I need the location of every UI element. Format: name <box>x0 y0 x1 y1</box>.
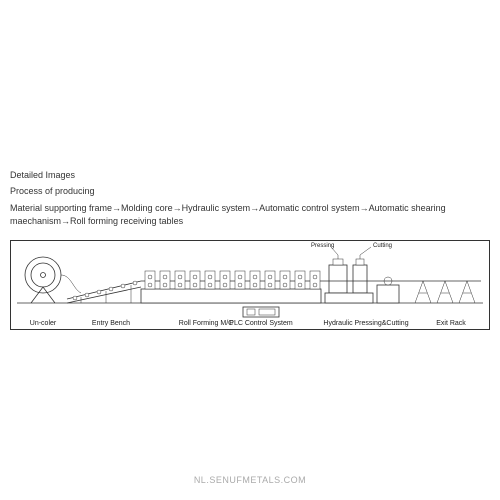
process-diagram-svg: Pressing Cutting Un-coler Entry Bench Ro… <box>11 241 489 329</box>
roll-forming-icon <box>141 271 321 303</box>
label-uncoiler: Un-coler <box>30 320 57 327</box>
exit-rack-icon <box>407 281 481 303</box>
heading-detailed-images: Detailed Images <box>10 170 75 180</box>
label-exit-rack: Exit Rack <box>436 320 466 327</box>
entry-bench-icon <box>67 281 141 303</box>
watermark-text: NL.SENUFMETALS.COM <box>0 475 500 485</box>
callout-cutting-label: Cutting <box>373 243 392 249</box>
heading-process: Process of producing <box>10 186 95 196</box>
page-root: Detailed Images Process of producing Mat… <box>0 0 500 500</box>
label-hydraulic: Hydraulic Pressing&Cutting <box>323 320 408 327</box>
uncoiler-icon <box>25 257 81 303</box>
label-plc: PLC Control System <box>229 320 293 327</box>
plc-icon <box>243 307 279 317</box>
process-diagram: Pressing Cutting Un-coler Entry Bench Ro… <box>10 240 490 330</box>
callout-pressing: Pressing <box>311 243 338 255</box>
label-entry-bench: Entry Bench <box>92 320 130 327</box>
callout-cutting: Cutting <box>360 243 392 255</box>
process-description: Material supporting frame→Molding core→H… <box>10 202 490 227</box>
label-roll-forming: Roll Forming M/C <box>179 320 233 327</box>
callout-pressing-label: Pressing <box>311 243 334 249</box>
hydraulic-icon <box>321 255 407 303</box>
roll-stands <box>145 271 320 289</box>
